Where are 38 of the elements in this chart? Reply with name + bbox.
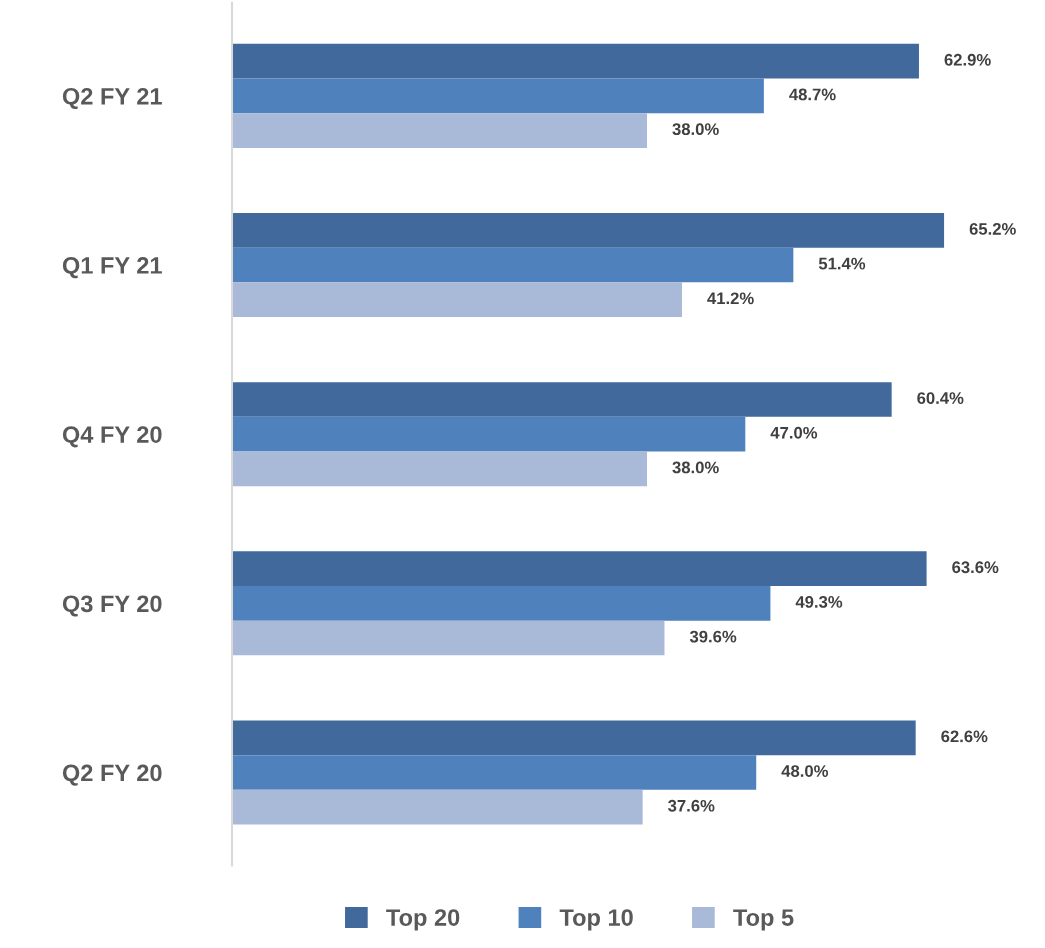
bar xyxy=(231,213,945,248)
data-label: 62.6% xyxy=(941,730,988,743)
bar xyxy=(231,720,916,756)
data-label: 39.6% xyxy=(689,630,737,643)
data-label: 60.4% xyxy=(917,392,964,404)
bar xyxy=(231,113,648,148)
data-label: 38.0% xyxy=(672,461,719,474)
bar xyxy=(231,43,919,79)
legend-label: Top 20 xyxy=(386,909,460,931)
data-label: 48.7% xyxy=(789,88,836,101)
data-label: 41.2% xyxy=(707,292,754,305)
bar xyxy=(231,416,746,452)
data-label: 48.0% xyxy=(781,765,829,777)
y-tick-label: Q1 FY 21 xyxy=(62,257,162,279)
bar xyxy=(231,620,665,656)
legend-label: Top 10 xyxy=(559,909,633,931)
bar xyxy=(231,586,771,621)
data-label: 65.2% xyxy=(969,223,1016,235)
data-label: 38.0% xyxy=(672,123,719,136)
y-tick-label: Q3 FY 20 xyxy=(62,595,162,617)
data-label: 63.6% xyxy=(952,561,999,574)
bar xyxy=(231,78,764,114)
data-label: 49.3% xyxy=(795,596,843,608)
data-label: 37.6% xyxy=(668,799,715,812)
data-label: 62.9% xyxy=(944,53,991,66)
bar xyxy=(231,282,682,318)
bar xyxy=(231,247,794,283)
y-tick-label: Q4 FY 20 xyxy=(62,426,162,448)
y-tick-label: Q2 FY 21 xyxy=(62,87,162,110)
bar xyxy=(231,451,648,487)
data-label: 47.0% xyxy=(770,426,818,439)
data-label: 51.4% xyxy=(818,257,866,270)
bar xyxy=(231,551,927,586)
legend-label: Top 5 xyxy=(733,909,794,931)
bar xyxy=(231,755,757,790)
bar xyxy=(231,789,643,825)
y-tick-label: Q2 FY 20 xyxy=(62,764,162,786)
bar xyxy=(231,382,892,417)
